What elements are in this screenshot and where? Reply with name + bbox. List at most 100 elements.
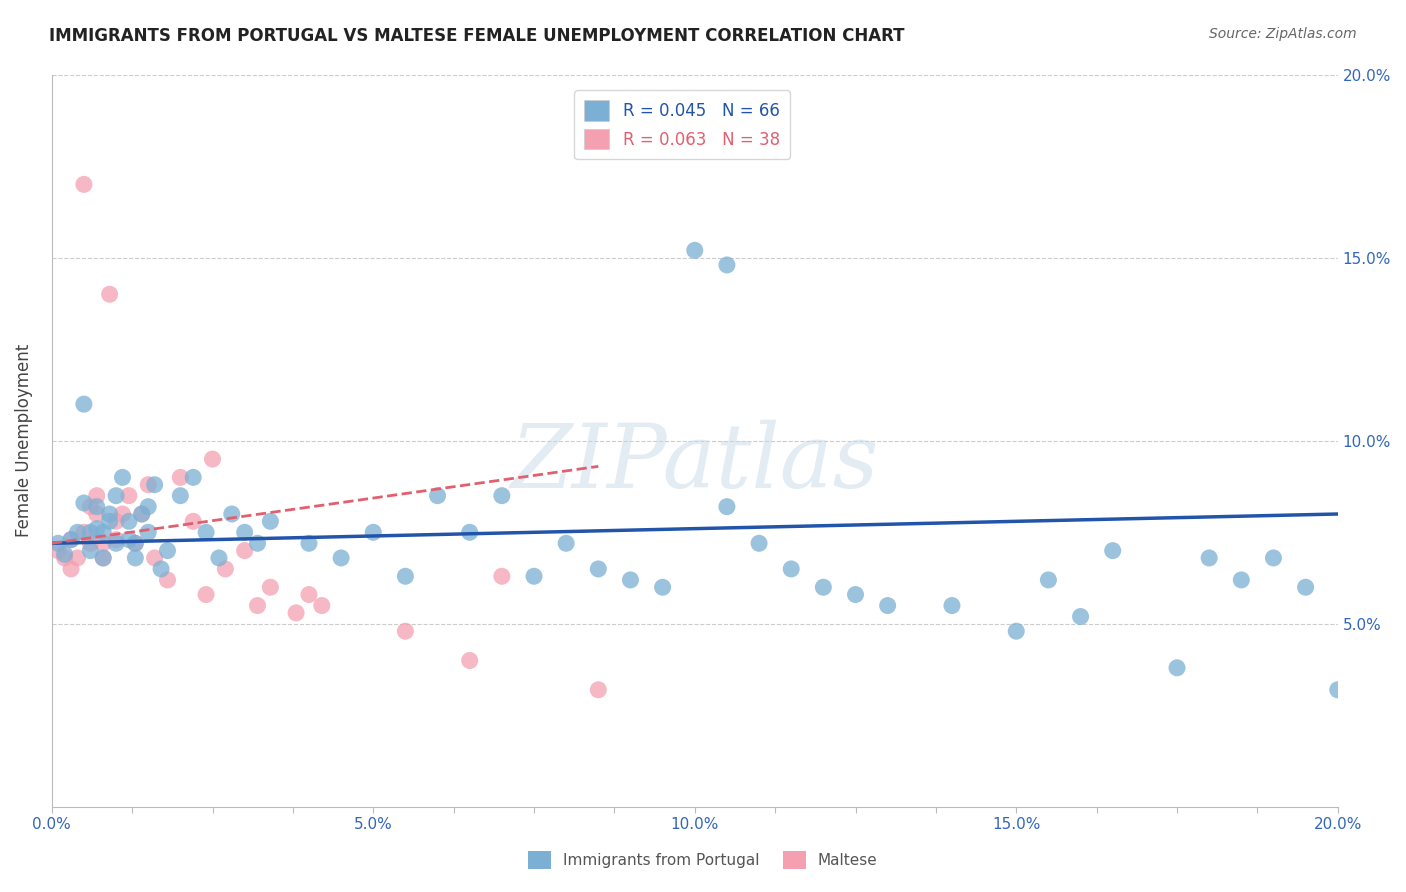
Point (181, 514, 204, 528)
Point (143, 477, 166, 491)
Point (124, 536, 146, 550)
Text: Source: ZipAtlas.com: Source: ZipAtlas.com (1209, 27, 1357, 41)
Point (651, 580, 673, 594)
Point (458, 653, 481, 667)
Point (73, 496, 96, 510)
Point (98, 287, 121, 301)
Point (588, 562, 610, 576)
Point (46, 543, 69, 558)
Point (124, 550, 146, 565)
Point (221, 507, 243, 521)
Point (298, 588, 321, 602)
Point (79, 500, 101, 514)
Point (458, 525, 481, 540)
Point (66, 550, 89, 565)
Point (98, 507, 121, 521)
Point (143, 550, 166, 565)
Point (118, 514, 141, 528)
Point (208, 550, 231, 565)
Point (246, 536, 269, 550)
Point (523, 569, 546, 583)
Point (813, 580, 835, 594)
Point (156, 543, 179, 558)
Point (748, 536, 770, 550)
Text: ZIPatlas: ZIPatlas (510, 419, 879, 506)
Point (298, 536, 321, 550)
Legend: R = 0.045   N = 66, R = 0.063   N = 38: R = 0.045 N = 66, R = 0.063 N = 38 (575, 90, 790, 159)
Point (156, 573, 179, 587)
Y-axis label: Female Unemployment: Female Unemployment (15, 344, 32, 537)
Point (105, 536, 128, 550)
Point (79, 525, 101, 540)
Point (60, 562, 83, 576)
Point (1005, 624, 1028, 639)
Point (131, 507, 153, 521)
Point (131, 507, 153, 521)
Point (1263, 550, 1285, 565)
Point (844, 588, 866, 602)
Point (201, 452, 224, 467)
Point (233, 543, 256, 558)
Point (555, 536, 578, 550)
Point (53, 550, 76, 565)
Point (73, 178, 96, 192)
Point (91, 550, 114, 565)
Point (1230, 573, 1253, 587)
Point (311, 599, 333, 613)
Point (285, 606, 308, 620)
Point (683, 244, 706, 258)
Point (588, 682, 610, 697)
Point (124, 536, 146, 550)
Point (195, 525, 218, 540)
Point (1166, 661, 1188, 675)
Point (79, 536, 101, 550)
Point (361, 525, 384, 540)
Point (118, 489, 141, 503)
Text: IMMIGRANTS FROM PORTUGAL VS MALTESE FEMALE UNEMPLOYMENT CORRELATION CHART: IMMIGRANTS FROM PORTUGAL VS MALTESE FEMA… (49, 27, 904, 45)
Point (91, 536, 114, 550)
Point (1070, 609, 1092, 624)
Legend: Immigrants from Portugal, Maltese: Immigrants from Portugal, Maltese (522, 845, 884, 875)
Point (150, 562, 173, 576)
Point (876, 599, 898, 613)
Point (66, 525, 89, 540)
Point (91, 525, 114, 540)
Point (195, 588, 218, 602)
Point (491, 569, 513, 583)
Point (79, 543, 101, 558)
Point (73, 397, 96, 411)
Point (111, 470, 134, 484)
Point (98, 514, 121, 528)
Point (1198, 550, 1220, 565)
Point (491, 489, 513, 503)
Point (86, 522, 108, 536)
Point (259, 580, 281, 594)
Point (259, 514, 281, 528)
Point (86, 489, 108, 503)
Point (619, 573, 641, 587)
Point (105, 514, 128, 528)
Point (60, 533, 83, 547)
Point (136, 477, 159, 491)
Point (73, 525, 96, 540)
Point (105, 489, 128, 503)
Point (330, 550, 353, 565)
Point (233, 525, 256, 540)
Point (716, 500, 738, 514)
Point (941, 599, 963, 613)
Point (181, 470, 204, 484)
Point (1295, 580, 1317, 594)
Point (91, 550, 114, 565)
Point (394, 569, 416, 583)
Point (169, 470, 191, 484)
Point (1101, 543, 1123, 558)
Point (105, 533, 128, 547)
Point (53, 547, 76, 561)
Point (118, 533, 141, 547)
Point (86, 507, 108, 521)
Point (1326, 682, 1348, 697)
Point (136, 500, 159, 514)
Point (86, 500, 108, 514)
Point (246, 599, 269, 613)
Point (214, 562, 236, 576)
